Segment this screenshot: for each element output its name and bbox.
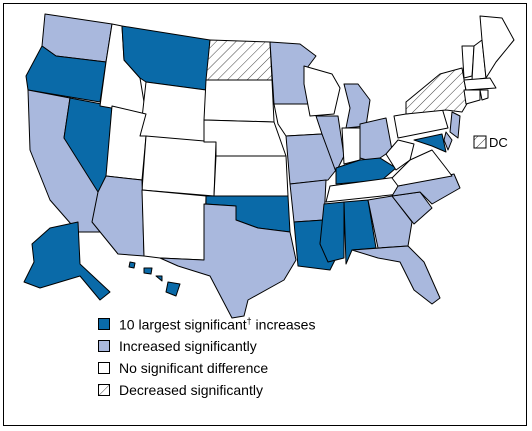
state-OH [359,117,393,163]
state-DE [443,131,453,151]
state-HI-1 [128,261,136,269]
legend-label-increased: Increased significantly [119,338,257,354]
state-NY [405,67,469,115]
state-HI-4 [165,281,181,297]
state-GA [367,195,413,249]
state-FL [351,245,441,305]
state-WI [303,65,341,117]
legend-swatch-largest [98,318,110,330]
state-UT [105,105,147,181]
legend-item-largest: 10 largest significant† increases [98,314,315,334]
state-MS [319,201,345,263]
legend-label-decreased: Decreased significantly [119,382,263,398]
state-WY [139,81,207,143]
state-MO [285,133,337,185]
state-SD [203,79,275,123]
legend-label-no-difference: No significant difference [119,360,269,376]
legend-swatch-increased [98,340,110,352]
state-CT [463,89,481,105]
hatch-icon [99,385,109,395]
states-layer [23,13,515,319]
state-CO [141,135,217,197]
state-AR [289,179,327,223]
state-ND [205,39,273,81]
dc-label: DC [489,135,508,150]
state-IL [315,115,345,173]
legend-label-largest: 10 largest significant† increases [119,315,316,333]
state-MA [463,77,497,91]
state-MI [343,83,371,129]
state-KS [213,155,289,197]
state-MD [413,133,447,153]
legend-item-decreased: Decreased significantly [98,380,315,400]
state-WV [385,139,415,171]
state-RI [479,89,489,101]
state-HI-2 [143,267,153,275]
state-NM [141,189,207,261]
legend-swatch-decreased [98,384,110,396]
state-NC [391,173,461,205]
state-NE [203,119,287,157]
legend-item-no-difference: No significant difference [98,358,315,378]
dc-hatch-swatch [473,135,487,149]
state-OR [25,45,107,103]
legend-swatch-no-difference [98,362,110,374]
state-AZ [91,175,145,257]
legend-item-increased: Increased significantly [98,336,315,356]
state-NJ [449,111,461,139]
state-IN [341,127,361,165]
state-ME [479,15,515,79]
state-HI-3 [155,275,163,282]
state-AK [23,221,111,301]
map-legend: 10 largest significant† increases Increa… [98,314,315,402]
state-TX [159,203,297,319]
